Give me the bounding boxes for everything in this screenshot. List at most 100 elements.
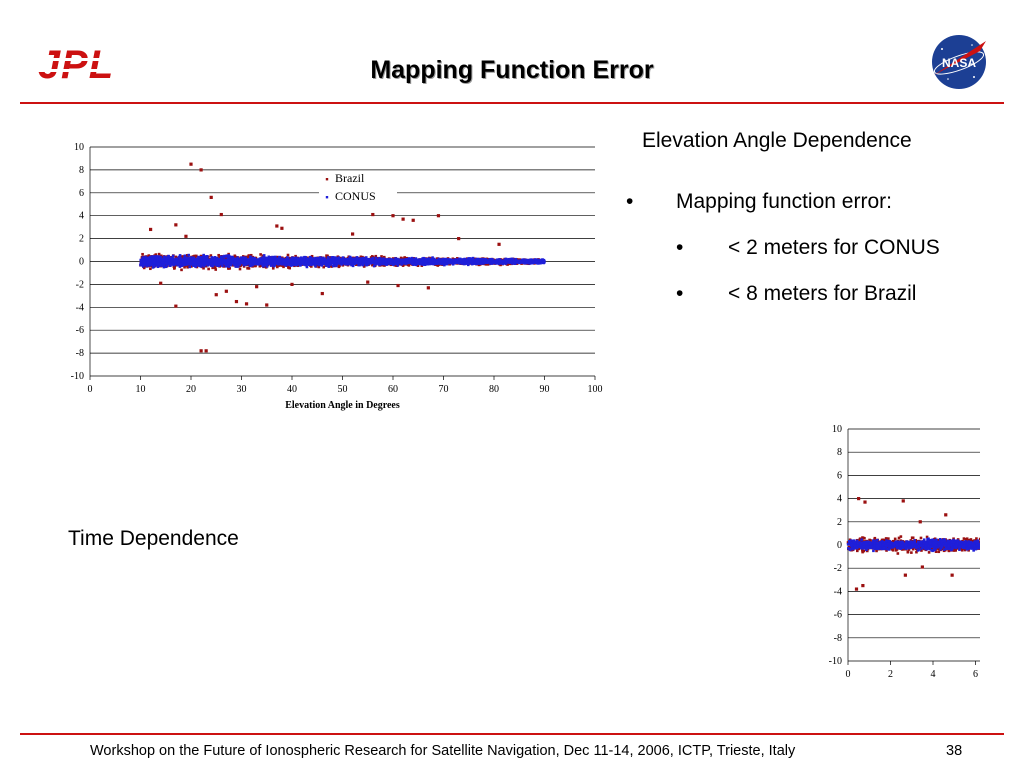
data-point bbox=[141, 252, 144, 256]
data-point bbox=[238, 267, 242, 271]
data-point bbox=[251, 256, 255, 260]
data-point bbox=[249, 255, 252, 259]
data-point bbox=[355, 263, 358, 266]
data-point bbox=[286, 253, 290, 257]
data-point bbox=[186, 265, 189, 269]
data-point bbox=[245, 258, 249, 262]
data-point bbox=[261, 264, 264, 267]
data-point bbox=[299, 256, 303, 260]
data-point bbox=[181, 255, 184, 258]
data-point bbox=[205, 254, 209, 258]
data-point bbox=[374, 256, 378, 260]
data-point bbox=[317, 263, 321, 267]
data-point bbox=[382, 255, 386, 259]
data-point bbox=[218, 255, 221, 259]
data-point bbox=[396, 264, 400, 267]
x-tick-label: 30 bbox=[237, 384, 247, 395]
x-tick-label: 0 bbox=[88, 384, 93, 395]
x-tick-label: 40 bbox=[287, 384, 297, 395]
data-point bbox=[291, 263, 294, 266]
data-point bbox=[207, 267, 210, 271]
x-tick-label: 50 bbox=[338, 384, 348, 395]
data-point bbox=[284, 263, 288, 267]
data-point bbox=[281, 257, 284, 261]
data-point bbox=[394, 257, 397, 260]
data-point bbox=[213, 266, 217, 270]
data-point bbox=[197, 261, 200, 265]
data-point bbox=[229, 263, 233, 267]
data-point bbox=[455, 257, 459, 260]
data-point bbox=[262, 254, 266, 257]
data-point bbox=[269, 257, 273, 261]
data-point bbox=[145, 264, 148, 268]
data-point bbox=[151, 266, 155, 269]
data-point bbox=[329, 263, 333, 266]
data-point bbox=[156, 265, 160, 269]
data-point bbox=[217, 253, 220, 257]
y-tick-label: -8 bbox=[76, 348, 84, 359]
data-point bbox=[409, 258, 413, 261]
data-point bbox=[159, 254, 163, 258]
data-point bbox=[206, 263, 210, 267]
data-point bbox=[484, 263, 488, 266]
data-point bbox=[172, 265, 176, 268]
data-point bbox=[338, 264, 341, 268]
data-point bbox=[432, 257, 436, 261]
data-point bbox=[195, 254, 198, 258]
data-point bbox=[233, 255, 237, 259]
series-conus-points bbox=[139, 253, 546, 269]
data-point bbox=[202, 266, 205, 270]
data-point bbox=[179, 260, 183, 263]
data-point bbox=[354, 257, 357, 261]
data-point bbox=[233, 257, 237, 261]
data-point bbox=[312, 257, 315, 260]
data-point bbox=[416, 264, 420, 268]
data-point bbox=[197, 255, 200, 259]
data-point bbox=[407, 264, 411, 267]
data-point bbox=[242, 265, 246, 268]
data-point bbox=[195, 263, 199, 266]
data-point bbox=[302, 258, 306, 261]
data-point bbox=[247, 267, 251, 270]
data-point bbox=[209, 254, 213, 257]
data-point bbox=[151, 258, 155, 261]
data-point bbox=[364, 256, 368, 259]
data-point bbox=[279, 258, 283, 262]
data-point bbox=[511, 258, 515, 261]
data-point bbox=[327, 265, 331, 268]
data-point bbox=[348, 257, 351, 260]
data-point bbox=[321, 256, 325, 260]
data-point bbox=[251, 263, 254, 267]
data-point bbox=[325, 254, 328, 257]
data-point bbox=[162, 265, 166, 269]
data-point bbox=[294, 254, 297, 258]
jpl-logo-text: JPL bbox=[38, 43, 114, 86]
data-point bbox=[269, 264, 273, 267]
data-point bbox=[407, 257, 411, 260]
data-point bbox=[249, 253, 253, 257]
data-point bbox=[192, 255, 195, 258]
data-point bbox=[212, 256, 216, 260]
data-point bbox=[380, 255, 383, 258]
data-point bbox=[153, 264, 156, 268]
data-point bbox=[399, 256, 403, 260]
data-point bbox=[287, 266, 290, 269]
data-point bbox=[199, 254, 203, 258]
data-point bbox=[444, 257, 448, 261]
data-point bbox=[214, 268, 218, 271]
data-point bbox=[174, 255, 178, 259]
data-point bbox=[369, 256, 373, 259]
y-tick-label: 4 bbox=[79, 211, 84, 222]
data-point bbox=[189, 263, 193, 266]
data-point bbox=[157, 252, 161, 256]
data-point bbox=[233, 263, 236, 267]
data-point bbox=[162, 255, 166, 259]
data-point bbox=[305, 258, 309, 262]
data-point bbox=[482, 258, 486, 262]
data-point bbox=[265, 257, 269, 260]
data-point bbox=[210, 257, 214, 261]
data-point bbox=[305, 265, 309, 269]
y-tick-label: -10 bbox=[71, 371, 84, 382]
data-point bbox=[322, 265, 325, 269]
y-tick-label: 10 bbox=[74, 142, 84, 153]
